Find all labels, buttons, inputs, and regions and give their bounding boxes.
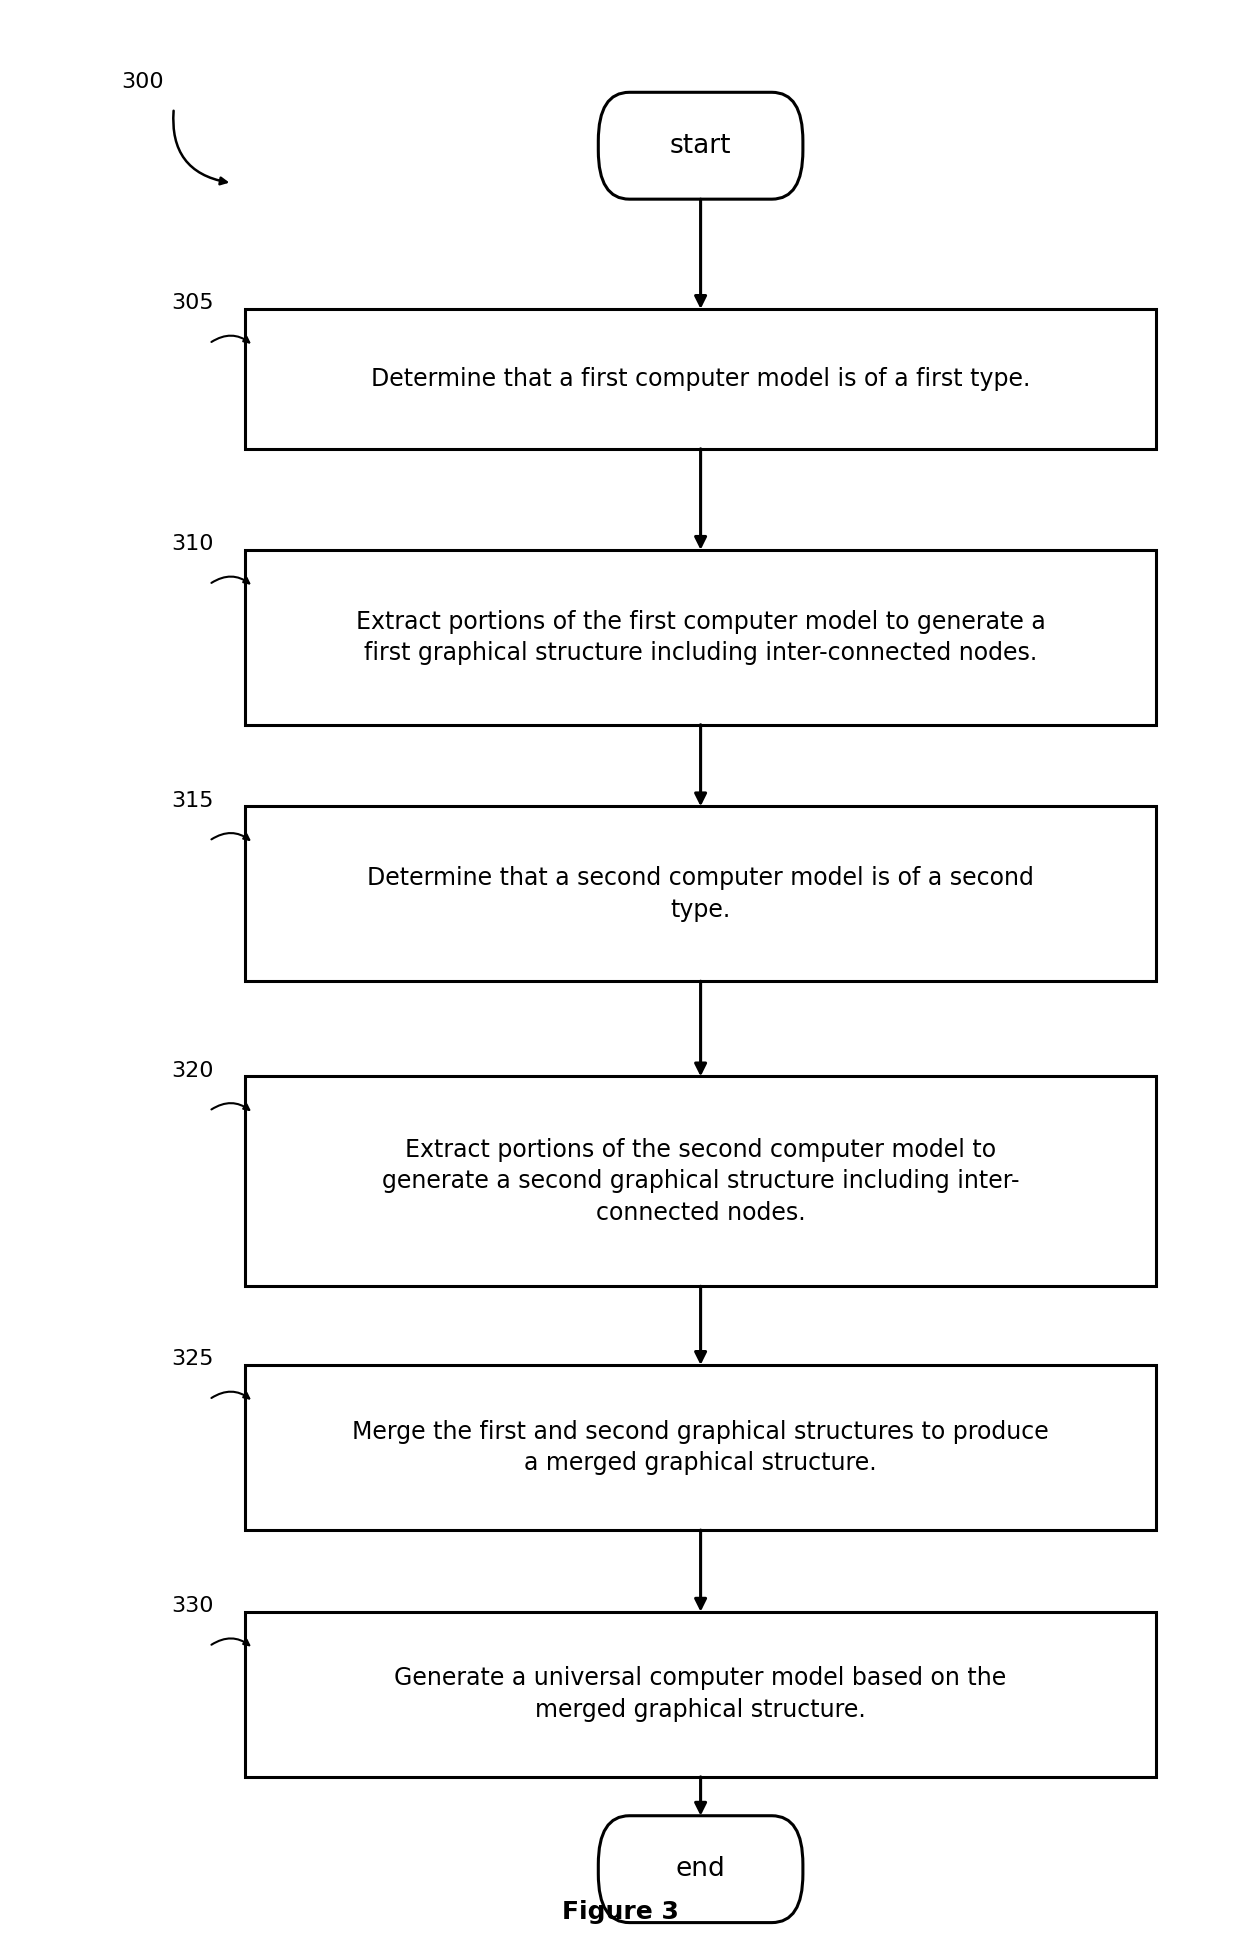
Text: 330: 330: [171, 1597, 213, 1617]
Text: start: start: [670, 132, 732, 159]
Bar: [244, 309, 1156, 449]
Bar: [244, 1076, 1156, 1286]
Text: Merge the first and second graphical structures to produce
a merged graphical st: Merge the first and second graphical str…: [352, 1420, 1049, 1475]
Text: 310: 310: [171, 534, 213, 554]
Text: Determine that a second computer model is of a second
type.: Determine that a second computer model i…: [367, 867, 1034, 921]
Text: end: end: [676, 1856, 725, 1883]
Text: Generate a universal computer model based on the
merged graphical structure.: Generate a universal computer model base…: [394, 1667, 1007, 1721]
Bar: [244, 1613, 1156, 1776]
Bar: [244, 806, 1156, 981]
Text: 320: 320: [171, 1061, 213, 1080]
Text: Figure 3: Figure 3: [562, 1900, 678, 1924]
Text: 315: 315: [171, 791, 213, 810]
FancyBboxPatch shape: [598, 91, 804, 198]
Bar: [244, 550, 1156, 725]
Text: Extract portions of the first computer model to generate a
first graphical struc: Extract portions of the first computer m…: [356, 610, 1045, 665]
Text: Determine that a first computer model is of a first type.: Determine that a first computer model is…: [371, 367, 1030, 391]
FancyBboxPatch shape: [598, 1815, 804, 1924]
Text: 300: 300: [122, 72, 164, 91]
Text: 325: 325: [171, 1348, 213, 1370]
Text: Extract portions of the second computer model to
generate a second graphical str: Extract portions of the second computer …: [382, 1139, 1019, 1224]
Bar: [244, 1364, 1156, 1531]
Text: 305: 305: [171, 293, 213, 313]
